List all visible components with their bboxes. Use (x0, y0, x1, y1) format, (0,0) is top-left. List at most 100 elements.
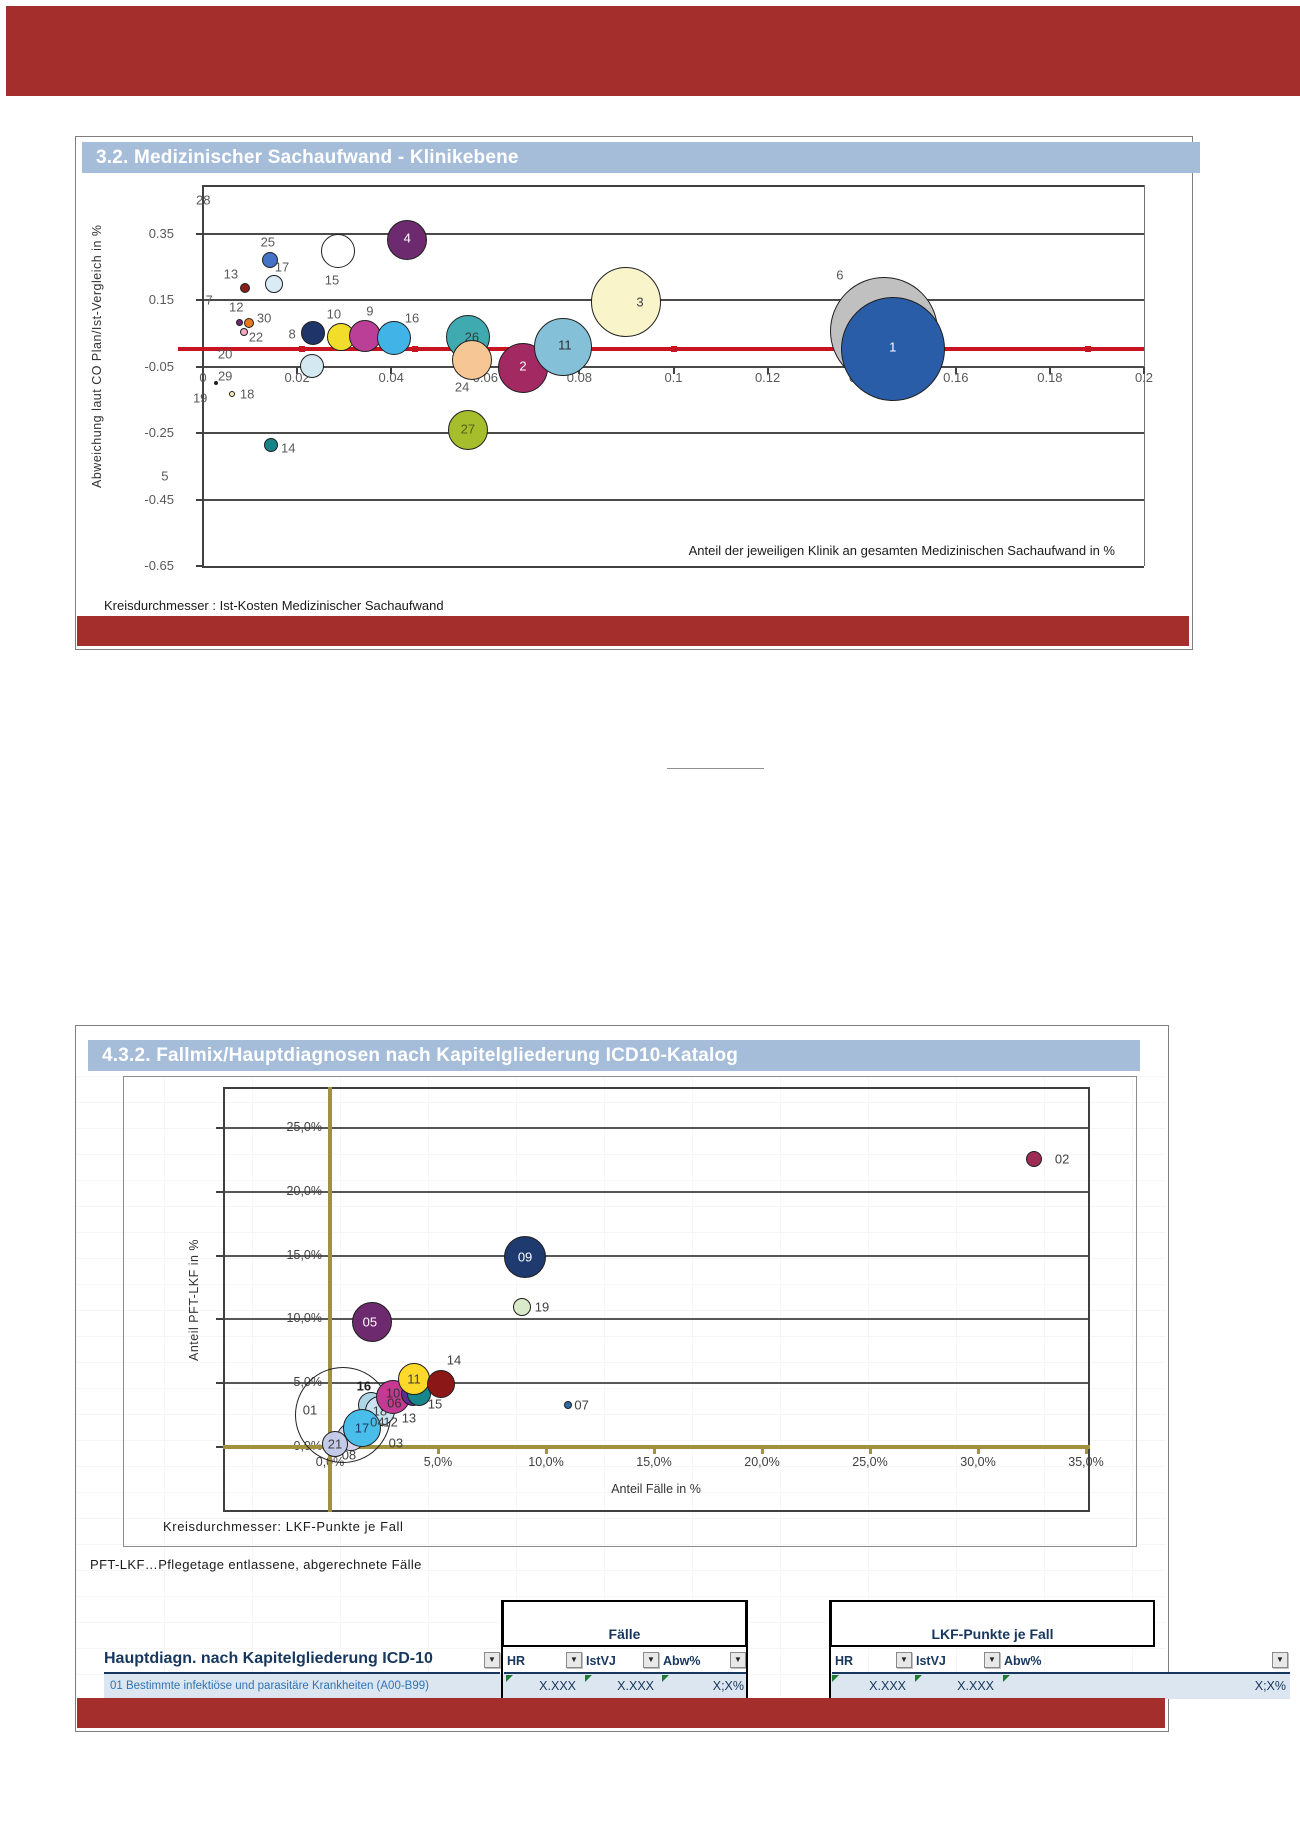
bubble-09 (504, 1235, 547, 1278)
section-title-fallmix: 4.3.2. Fallmix/Hauptdiagnosen nach Kapit… (88, 1040, 1140, 1071)
x-tick-label: 0 (199, 370, 207, 385)
bubble-label-17: 17 (274, 259, 290, 275)
bubble-17 (342, 1408, 381, 1447)
bubble-label-14: 14 (446, 1352, 462, 1368)
bubble-label-30: 30 (256, 310, 272, 326)
bubble-11 (533, 318, 592, 376)
bubble-label-15: 15 (427, 1396, 443, 1412)
zero-line-horizontal (223, 1445, 1090, 1449)
bubble-label-16: 16 (356, 1378, 372, 1394)
reference-line (178, 347, 1144, 351)
x-tick-label: 0.1 (664, 370, 683, 385)
bubble-label-03: 03 (388, 1435, 404, 1451)
bubble-label-15: 15 (324, 272, 340, 288)
x-tick-mark (1143, 366, 1145, 374)
table-row-segment-2 (830, 1674, 1290, 1699)
x-tick-mark (760, 1445, 764, 1454)
y-tick-mark (216, 1382, 224, 1385)
error-indicator-icon (506, 1675, 513, 1682)
bubble-label-13: 13 (401, 1410, 417, 1426)
bubble-label-25: 25 (260, 234, 276, 250)
y-tick-mark (196, 565, 204, 568)
bubble-14 (427, 1369, 456, 1398)
filter-dropdown-diagnose[interactable]: ▼ (484, 1652, 500, 1668)
error-indicator-icon (1003, 1675, 1010, 1682)
bubble-07 (563, 1400, 572, 1409)
bubble-label-17: 17 (354, 1420, 370, 1436)
cell-faelle-abw: X;X% (712, 1679, 744, 1693)
x-tick-label: 5,0% (423, 1455, 453, 1469)
bubble-label-19: 19 (192, 390, 208, 406)
bubble-label-14: 14 (280, 440, 296, 456)
filter-dropdown-istvj-1[interactable]: ▼ (643, 1652, 659, 1668)
bubble-12 (235, 318, 243, 326)
bubble-label-7: 7 (205, 292, 213, 308)
footnote-kreisdurchmesser-1: Kreisdurchmesser : Ist-Kosten Medizinisc… (104, 598, 444, 613)
bubble-label-10: 10 (385, 1385, 401, 1401)
panel-sachaufwand: 3.2. Medizinischer Sachaufwand - Klinike… (75, 136, 1200, 650)
x-tick-mark (202, 366, 204, 374)
bubble-3 (590, 267, 661, 338)
y-axis-line (202, 185, 204, 568)
bubble-label-18: 18 (239, 386, 255, 402)
bubble-label-8: 8 (288, 326, 296, 342)
gridline (223, 1190, 1090, 1193)
bubble-label-6: 6 (836, 267, 844, 283)
plot-border-right (1144, 185, 1145, 566)
bubble-label-09: 09 (517, 1249, 533, 1265)
bubble-label-2: 2 (519, 358, 527, 374)
chart2-frame (123, 1076, 1137, 1547)
gridline (223, 1318, 1090, 1321)
filter-dropdown-istvj-2[interactable]: ▼ (984, 1652, 1000, 1668)
gridline (223, 1254, 1090, 1257)
y-tick-label: 10,0% (286, 1311, 322, 1326)
x-tick-label: 20,0% (744, 1455, 780, 1469)
filter-dropdown-hr-1[interactable]: ▼ (566, 1652, 582, 1668)
y-tick-mark (196, 365, 204, 368)
red-band-2 (77, 1698, 1165, 1728)
table-border (746, 1600, 748, 1700)
y-tick-mark (216, 1254, 224, 1257)
bubble-label-21: 21 (327, 1436, 343, 1452)
error-indicator-icon (832, 1675, 839, 1682)
bubble-8 (301, 321, 326, 346)
bubble-27 (447, 410, 488, 451)
bubble-25 (261, 251, 278, 268)
bubble-label-3: 3 (636, 294, 644, 310)
gridline (223, 1127, 1090, 1129)
filter-dropdown-abw-1[interactable]: ▼ (730, 1652, 746, 1668)
table-header-istvj-2: IstVJ (913, 1648, 1001, 1674)
bubble-label-11: 11 (558, 337, 572, 353)
table-header-abw-2: Abw% (1001, 1648, 1290, 1674)
table-header-hr-1: HR (504, 1648, 583, 1674)
bubble-30 (244, 318, 255, 329)
bubble-label-16: 16 (404, 310, 420, 326)
y-tick-mark (196, 498, 204, 501)
table-group-header-faelle: Fälle (502, 1600, 747, 1647)
bubble-label-20: 20 (217, 346, 233, 362)
x-tick-mark (868, 1445, 872, 1454)
y-tick-label: -0.25 (144, 425, 174, 441)
y-tick-mark (196, 232, 204, 235)
table-border (501, 1600, 503, 1700)
x-tick-mark (544, 1445, 548, 1454)
y-axis-title: Anteil PFT-LKF in % (187, 1238, 201, 1362)
bubble-label-28: 28 (196, 192, 211, 208)
bubble-21 (321, 1430, 348, 1457)
bubble-label-02: 02 (1054, 1151, 1070, 1167)
abw-2-label: Abw% (1004, 1654, 1042, 1668)
x-tick-mark (1084, 1445, 1088, 1454)
footnote-kreisdurchmesser-2: Kreisdurchmesser: LKF-Punkte je Fall (163, 1519, 404, 1534)
x-axis-title: Anteil Fälle in % (611, 1482, 701, 1496)
filter-dropdown-hr-2[interactable]: ▼ (896, 1652, 912, 1668)
table-group-header-lkf: LKF-Punkte je Fall (830, 1600, 1155, 1647)
filter-dropdown-abw-2[interactable]: ▼ (1272, 1652, 1288, 1668)
footnote-pft-lkf: PFT-LKF…Pflegetage entlassene, abgerechn… (90, 1557, 422, 1572)
divider-line (667, 768, 764, 769)
bubble-label-05: 05 (362, 1314, 378, 1330)
x-tick-mark (672, 366, 675, 374)
y-tick-mark (216, 1190, 224, 1193)
group-label-faelle: Fälle (608, 1626, 641, 1642)
